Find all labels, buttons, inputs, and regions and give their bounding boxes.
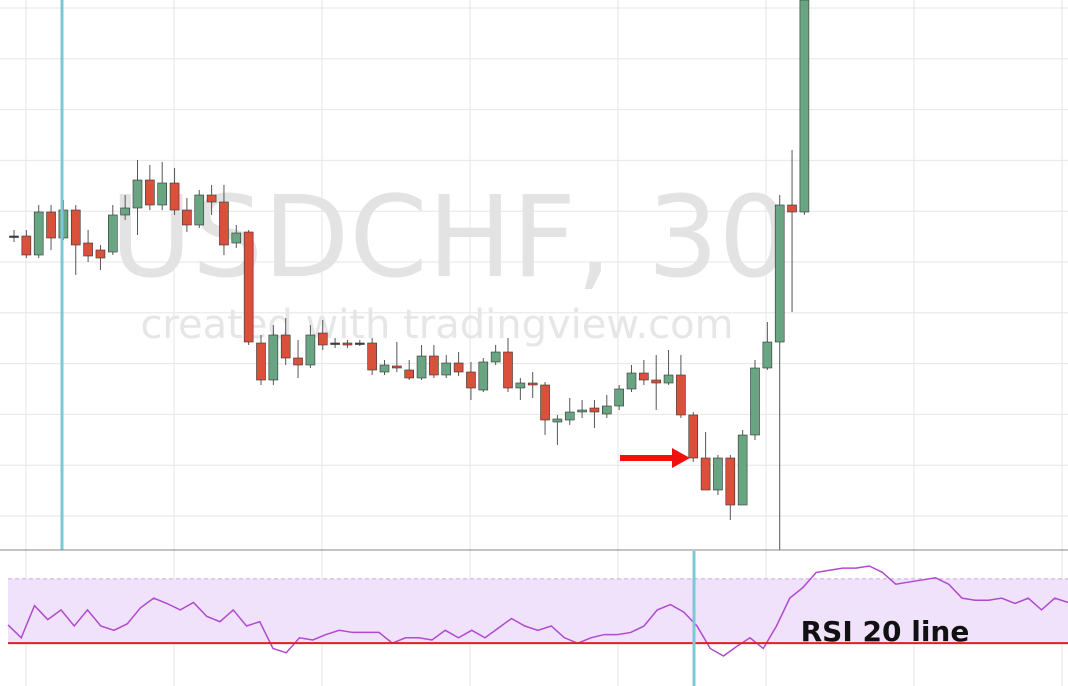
- candles: [9, 0, 810, 550]
- candle-body: [737, 434, 748, 506]
- candle-body: [157, 182, 167, 206]
- candle-body: [552, 418, 563, 423]
- candle-body: [145, 179, 155, 206]
- candle-body: [787, 204, 797, 213]
- candle-body: [108, 214, 118, 253]
- candle-body: [342, 342, 353, 346]
- watermark-subtitle: created with tradingview.com: [140, 302, 733, 348]
- candle-body: [441, 362, 452, 376]
- candle-body: [639, 372, 649, 381]
- candle-body: [750, 367, 760, 436]
- candle-body: [330, 342, 340, 345]
- arrow: [620, 448, 690, 468]
- candle-body: [293, 357, 303, 366]
- candle-body: [367, 342, 377, 371]
- candle-body: [379, 364, 390, 373]
- candle-body: [503, 351, 513, 389]
- rsi-line: [7, 565, 1068, 657]
- candle-body: [416, 355, 427, 379]
- rsi-panel: [7, 565, 1068, 657]
- candle-body: [490, 351, 501, 363]
- candle-body: [268, 334, 279, 381]
- candle-body: [46, 211, 56, 239]
- candle-body: [404, 369, 415, 379]
- candle-body: [762, 341, 773, 369]
- candle-body: [305, 334, 316, 366]
- candle-body: [33, 211, 44, 256]
- arrow-head: [672, 448, 690, 468]
- candle-body: [515, 382, 526, 389]
- candle-body: [354, 342, 365, 345]
- candle-body: [70, 209, 81, 246]
- rsi-band: [8, 578, 1068, 644]
- candle-body: [231, 232, 242, 244]
- candle-body: [256, 342, 266, 381]
- candle-body: [626, 372, 637, 390]
- candle-body: [392, 365, 402, 369]
- candle-body: [601, 405, 612, 415]
- candle-body: [663, 374, 674, 384]
- candle-body: [688, 414, 699, 459]
- candle-body: [589, 407, 600, 413]
- candle-body: [280, 334, 291, 359]
- candle-body: [194, 194, 205, 226]
- candle-body: [651, 379, 662, 384]
- candle-body: [540, 384, 550, 421]
- candle-body: [120, 207, 130, 216]
- candle-body: [478, 361, 489, 391]
- rsi-annotation: RSI 20 line: [801, 615, 970, 648]
- candle-body: [243, 231, 254, 343]
- candle-body: [466, 371, 476, 389]
- candle-body: [527, 382, 538, 386]
- candle-body: [453, 362, 464, 373]
- candle-body: [317, 332, 328, 346]
- candle-body: [169, 182, 180, 211]
- candle-body: [725, 457, 736, 506]
- candle-body: [21, 235, 32, 256]
- candle-body: [83, 242, 93, 257]
- candle-body: [182, 209, 192, 226]
- candle-body: [206, 194, 217, 203]
- candle-body: [713, 457, 723, 491]
- candle-body: [676, 374, 686, 416]
- candle-body: [9, 235, 19, 238]
- candle-body: [614, 388, 624, 407]
- candle-body: [577, 409, 587, 413]
- candle-body: [799, 0, 810, 213]
- candle-body: [700, 457, 711, 491]
- candle-body: [564, 411, 575, 421]
- candle-body: [219, 201, 229, 246]
- candle-body: [429, 355, 439, 376]
- candle-body: [95, 249, 106, 259]
- candle-body: [132, 179, 143, 209]
- candle-body: [774, 204, 785, 343]
